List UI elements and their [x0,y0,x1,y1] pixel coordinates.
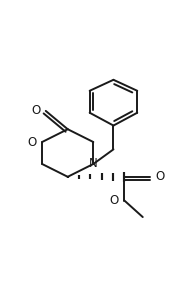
Text: O: O [110,194,119,207]
Text: N: N [89,157,98,170]
Text: O: O [27,136,37,148]
Text: O: O [31,104,40,118]
Text: O: O [156,170,165,183]
